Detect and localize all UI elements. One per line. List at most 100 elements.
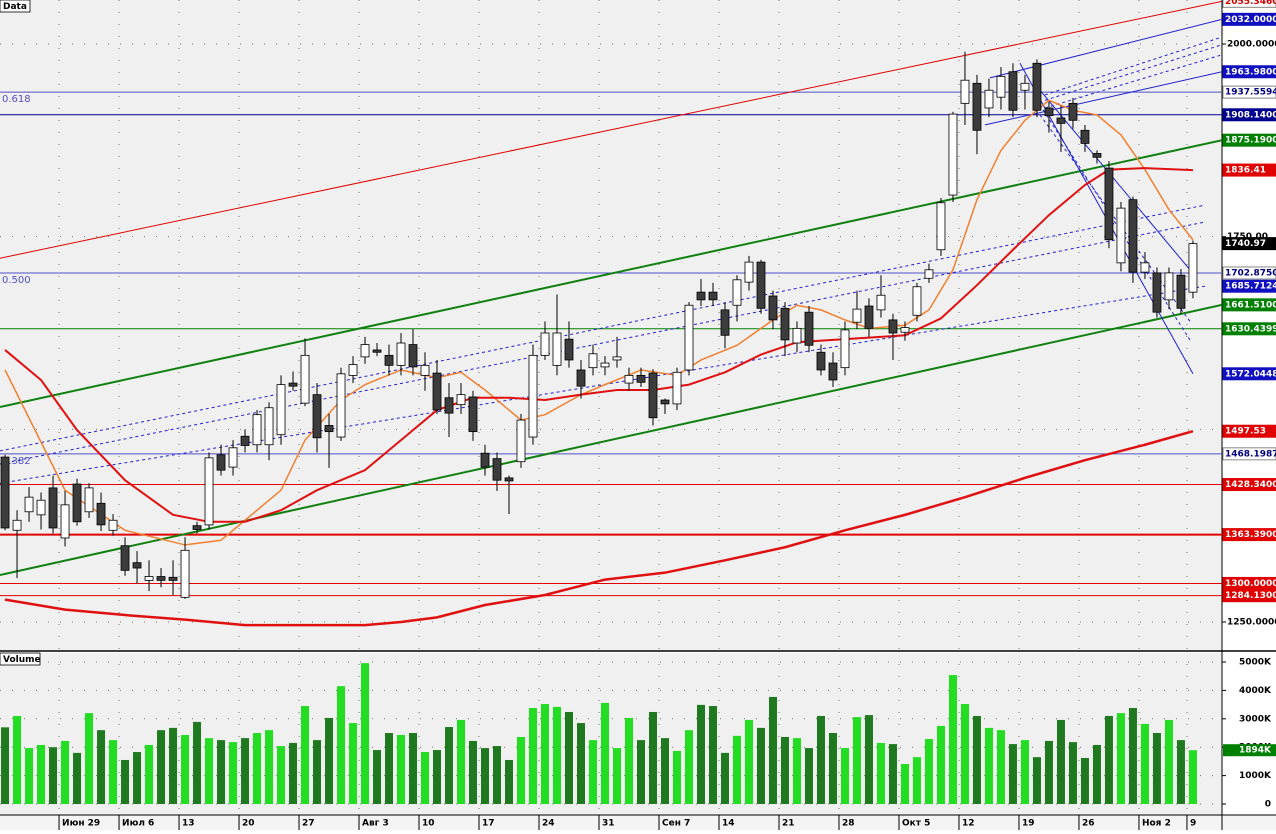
x-tick-label: Июл 6 (122, 819, 154, 829)
pane-title: Data (3, 2, 27, 12)
x-tick-label: 9 (1190, 819, 1196, 829)
volume-bar (756, 727, 765, 805)
candle-body (348, 364, 358, 376)
volume-bar (1116, 713, 1125, 805)
price-label-box (1222, 478, 1276, 492)
volume-bar (720, 752, 729, 805)
candle-body (960, 79, 970, 104)
volume-bar (1008, 744, 1017, 805)
candle-body (1008, 71, 1018, 111)
volume-bar (409, 733, 418, 805)
candle-body (840, 329, 850, 369)
candle-body (972, 82, 982, 131)
x-tick-label: 31 (602, 819, 615, 829)
y-tick-label: 3000K (1239, 714, 1272, 724)
volume-bar (277, 746, 286, 805)
volume-bar (313, 740, 322, 805)
candle-body (48, 487, 58, 529)
trend-line (1044, 44, 1222, 101)
volume-bar (792, 738, 801, 805)
price-label-box (1222, 447, 1276, 461)
volume-bar (1140, 723, 1149, 805)
trend-line (0, 0, 1222, 259)
candle-body (240, 435, 250, 446)
candle-body (96, 502, 106, 526)
candle-body (1116, 207, 1126, 264)
price-label-box (1222, 298, 1276, 312)
price-label: 1937.5594 (1225, 88, 1276, 98)
volume-bar (1056, 719, 1065, 805)
candle-body (684, 304, 694, 371)
volume-bar (361, 663, 370, 805)
volume-bar (205, 738, 214, 805)
candle-body (576, 369, 586, 387)
pane-title-box (0, 0, 31, 13)
volume-bar (289, 742, 298, 805)
volume-bar (553, 706, 562, 805)
volume-bar (133, 752, 142, 805)
candle-body (864, 305, 874, 329)
x-axis-band (0, 815, 1276, 830)
volume-bar (1044, 740, 1053, 805)
candle-body (468, 396, 478, 433)
volume-bar (541, 704, 550, 805)
trend-line (0, 204, 1206, 452)
x-tick-label: 10 (422, 819, 435, 829)
price-label: 1908.1400 (1225, 110, 1276, 120)
volume-bar (529, 708, 538, 805)
y-tick-label: 2000.0000 (1227, 39, 1276, 49)
fib-label: 0.382 (2, 456, 31, 467)
price-label-box (1222, 237, 1276, 251)
candle-body (1032, 62, 1042, 111)
price-label: 1284.1300 (1225, 591, 1276, 601)
candle-body (1092, 153, 1102, 158)
candle-body (1152, 272, 1162, 313)
volume-bar (960, 704, 969, 805)
volume-bar (732, 735, 741, 805)
candle-body (408, 344, 418, 368)
volume-bar (660, 738, 669, 805)
volume-bar (469, 740, 478, 805)
candle-body (1080, 129, 1090, 144)
volume-bar (1128, 708, 1137, 805)
candle-body (900, 327, 910, 333)
x-tick-label: 27 (302, 819, 315, 829)
candle-body (264, 407, 274, 446)
price-pane (0, 0, 1222, 650)
x-tick-label: Авг 3 (362, 819, 389, 829)
candle-body (756, 261, 766, 309)
candle-body (1188, 243, 1198, 293)
candle-body (1104, 167, 1114, 241)
volume-bar (972, 715, 981, 805)
candle-body (324, 425, 334, 433)
price-label-box (1222, 322, 1276, 336)
candle-body (564, 338, 574, 361)
candle-body (636, 374, 646, 383)
candle-body (660, 399, 670, 405)
volume-bar (385, 733, 394, 805)
candle-body (888, 319, 898, 334)
candle-body (912, 286, 922, 316)
volume-bar (589, 740, 598, 805)
price-label: 1702.8750 (1225, 268, 1276, 278)
volume-bar (744, 719, 753, 805)
volume-bar (13, 715, 22, 805)
price-label: 1497.53 (1225, 427, 1266, 437)
volume-bar (457, 719, 466, 805)
price-label: 1468.1987 (1225, 449, 1276, 459)
candle-body (696, 291, 706, 301)
volume-bar (612, 748, 621, 805)
volume-bar (481, 748, 490, 805)
candle-body (828, 362, 838, 381)
candle-body (1044, 107, 1054, 117)
price-label-box (1222, 528, 1276, 542)
trend-line (1044, 54, 1222, 109)
price-label: 2055.3460 (1225, 0, 1276, 7)
candle-body (168, 576, 178, 581)
candle-body (144, 576, 154, 581)
price-label-box (1222, 367, 1276, 381)
volume-bar (816, 715, 825, 805)
price-label: 1661.5100 (1225, 300, 1276, 310)
